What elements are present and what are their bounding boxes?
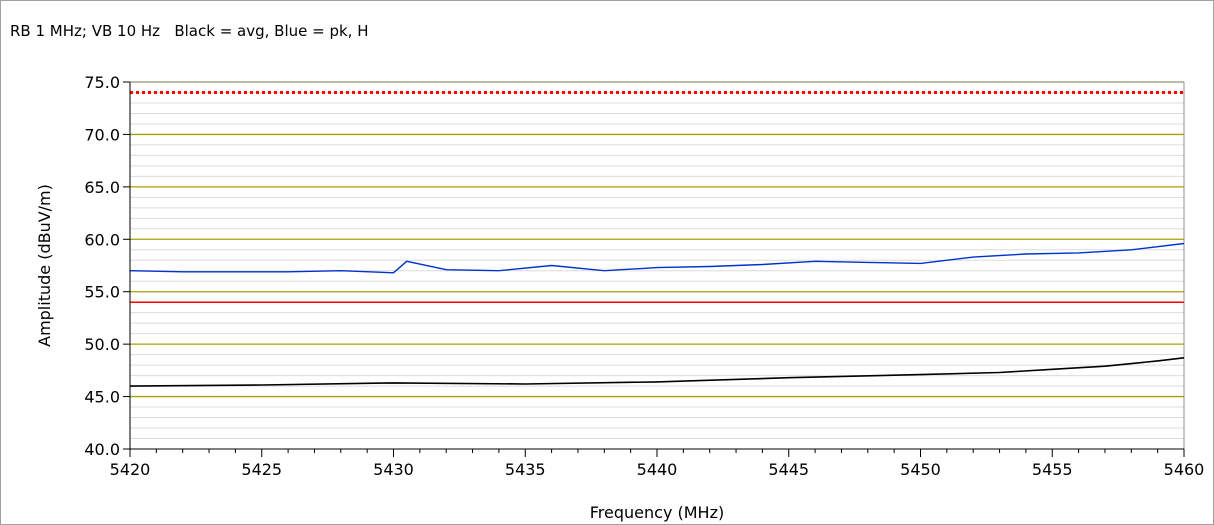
- x-tick-label: 5430: [373, 460, 414, 479]
- x-tick-label: 5435: [505, 460, 546, 479]
- y-tick-label: 40.0: [84, 440, 120, 459]
- y-axis-title: Amplitude (dBuV/m): [35, 184, 54, 347]
- y-tick-label: 65.0: [84, 178, 120, 197]
- x-tick-label: 5425: [241, 460, 282, 479]
- x-tick-label: 5445: [768, 460, 809, 479]
- x-tick-label: 5450: [900, 460, 941, 479]
- y-tick-label: 70.0: [84, 125, 120, 144]
- x-axis-title: Frequency (MHz): [590, 503, 724, 522]
- y-tick-label: 55.0: [84, 283, 120, 302]
- series-line: [129, 242, 1185, 274]
- y-tick-label: 45.0: [84, 388, 120, 407]
- y-tick-label: 60.0: [84, 230, 120, 249]
- y-tick-label: 75.0: [84, 73, 120, 92]
- x-tick-label: 5455: [1032, 460, 1073, 479]
- x-tick-label: 5420: [110, 460, 151, 479]
- series-line: [129, 357, 1185, 387]
- x-tick-label: 5460: [1164, 460, 1205, 479]
- chart-caption: RB 1 MHz; VB 10 Hz Black = avg, Blue = p…: [10, 22, 369, 40]
- y-tick-label: 50.0: [84, 335, 120, 354]
- x-tick-label: 5440: [637, 460, 678, 479]
